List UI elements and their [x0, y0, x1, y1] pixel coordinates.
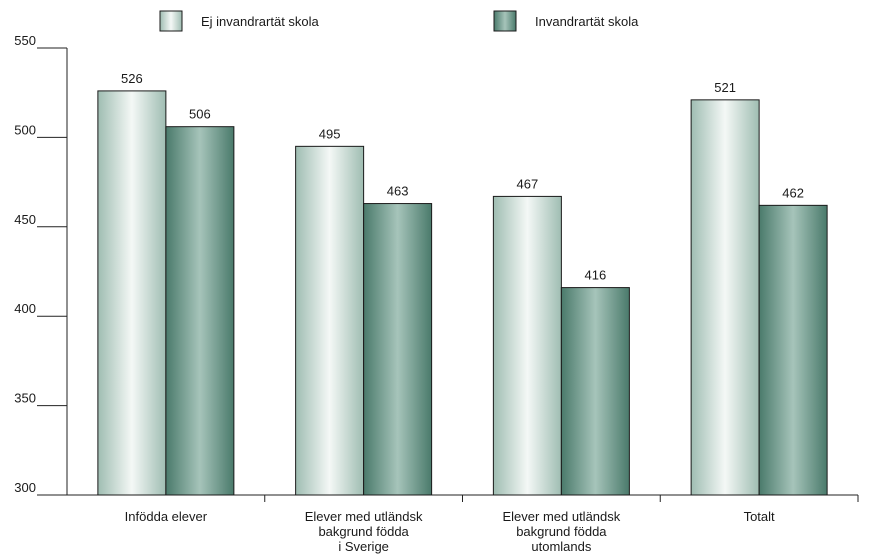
category-label: Infödda elever	[125, 509, 208, 524]
y-tick-label: 300	[14, 480, 36, 495]
bar-ej-invandrartat	[97, 90, 167, 496]
data-label: 495	[319, 126, 341, 141]
data-label: 467	[517, 176, 539, 191]
data-label: 463	[387, 184, 409, 199]
y-tick-label: 400	[14, 301, 36, 316]
category-label-line: Elever med utländsk	[502, 509, 620, 524]
data-label: 526	[121, 71, 143, 86]
legend-item: Invandrartät skola	[493, 10, 639, 32]
bar-ej-invandrartat	[690, 99, 760, 496]
legend: Ej invandrartät skola Invandrartät skola	[159, 10, 639, 32]
category-label: Totalt	[744, 509, 775, 524]
bar-invandrartat	[363, 203, 433, 496]
bar-invandrartat	[560, 287, 630, 496]
x-axis: Infödda elever Elever med utländsk bakgrun…	[37, 494, 859, 554]
category-label-line: bakgrund födda	[516, 524, 607, 539]
category-label: Elever med utländsk bakgrund födda utomlan…	[502, 509, 620, 554]
category-label: Elever med utländsk bakgrund födda i Sveri…	[305, 509, 423, 554]
y-tick-label: 500	[14, 122, 36, 137]
data-label: 462	[782, 185, 804, 200]
bar-ej-invandrartat	[295, 145, 365, 496]
data-label: 416	[585, 268, 607, 283]
data-label: 506	[189, 107, 211, 122]
category-label-line: Elever med utländsk	[305, 509, 423, 524]
y-tick-label: 450	[14, 212, 36, 227]
legend-label: Ej invandrartät skola	[201, 14, 320, 29]
bar-ej-invandrartat	[492, 195, 562, 496]
y-tick-label: 350	[14, 391, 36, 406]
legend-label: Invandrartät skola	[535, 14, 639, 29]
legend-swatch	[493, 10, 517, 32]
legend-item: Ej invandrartät skola	[159, 10, 320, 32]
bar-invandrartat	[758, 204, 828, 496]
category-label-line: Totalt	[744, 509, 775, 524]
legend-swatch	[159, 10, 183, 32]
category-label-line: utomlands	[531, 539, 591, 554]
y-tick-label: 550	[14, 33, 36, 48]
category-label-line: Infödda elever	[125, 509, 208, 524]
bars: 526 506 495 463 467 416 521 462	[97, 71, 828, 496]
category-label-line: bakgrund födda	[318, 524, 409, 539]
category-label-line: i Sverige	[338, 539, 389, 554]
bar-invandrartat	[165, 126, 235, 496]
y-axis: 300 350 400 450 500 550	[14, 33, 68, 496]
data-label: 521	[714, 80, 736, 95]
